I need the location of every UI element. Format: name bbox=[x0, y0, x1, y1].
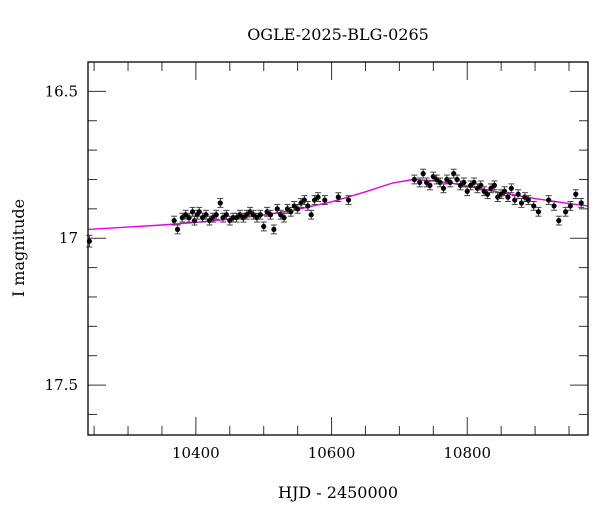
data-point bbox=[515, 189, 522, 200]
y-tick-label: 16.5 bbox=[45, 82, 78, 100]
data-point bbox=[420, 168, 427, 179]
x-tick-label: 10400 bbox=[172, 444, 220, 462]
data-point bbox=[504, 192, 511, 203]
plot-frame bbox=[87, 61, 589, 436]
data-point bbox=[314, 192, 321, 203]
data-point bbox=[86, 234, 93, 248]
y-tick-label: 17 bbox=[59, 229, 78, 247]
data-point bbox=[345, 195, 352, 205]
data-point bbox=[287, 206, 294, 217]
plot-area bbox=[86, 168, 589, 248]
data-point bbox=[511, 195, 518, 205]
model-curve bbox=[87, 178, 589, 231]
data-point bbox=[562, 206, 569, 217]
data-point bbox=[440, 183, 447, 194]
x-tick-label: 10600 bbox=[308, 444, 356, 462]
data-point bbox=[491, 180, 498, 191]
data-point bbox=[518, 198, 525, 208]
data-point bbox=[270, 224, 277, 235]
data-point bbox=[191, 215, 198, 226]
data-point bbox=[308, 209, 315, 220]
data-point bbox=[189, 206, 196, 217]
data-point bbox=[217, 198, 224, 208]
chart-title: OGLE-2025-BLG-0265 bbox=[247, 25, 429, 44]
y-axis-label: I magnitude bbox=[9, 199, 28, 297]
data-point bbox=[530, 201, 537, 211]
data-point bbox=[567, 201, 574, 211]
x-axis-label: HJD - 2450000 bbox=[278, 483, 398, 502]
data-point bbox=[460, 177, 467, 188]
data-point bbox=[525, 195, 532, 205]
data-point bbox=[411, 174, 418, 185]
y-axis: 16.5 17 17.5 bbox=[45, 61, 588, 415]
x-tick-label: 10800 bbox=[443, 444, 491, 462]
data-point bbox=[281, 212, 288, 223]
data-point bbox=[335, 192, 342, 203]
data-point bbox=[257, 209, 264, 220]
data-point bbox=[508, 183, 515, 194]
data-point bbox=[260, 221, 267, 232]
data-point bbox=[213, 209, 220, 220]
data-point bbox=[555, 215, 562, 226]
data-point bbox=[578, 198, 585, 208]
data-point bbox=[426, 180, 433, 191]
x-axis: 10400 10600 10800 bbox=[93, 62, 570, 462]
data-point bbox=[572, 189, 579, 200]
y-tick-label: 17.5 bbox=[45, 376, 78, 394]
data-point bbox=[267, 209, 274, 220]
data-point bbox=[545, 195, 552, 205]
data-point bbox=[264, 206, 271, 217]
data-point bbox=[450, 168, 457, 179]
data-point bbox=[174, 224, 181, 235]
data-point bbox=[535, 206, 542, 217]
data-point bbox=[551, 201, 558, 211]
data-point bbox=[464, 186, 471, 197]
data-point bbox=[447, 177, 454, 188]
data-point bbox=[321, 195, 328, 205]
data-point bbox=[304, 201, 311, 211]
data-point bbox=[454, 174, 461, 185]
data-point bbox=[236, 209, 243, 220]
